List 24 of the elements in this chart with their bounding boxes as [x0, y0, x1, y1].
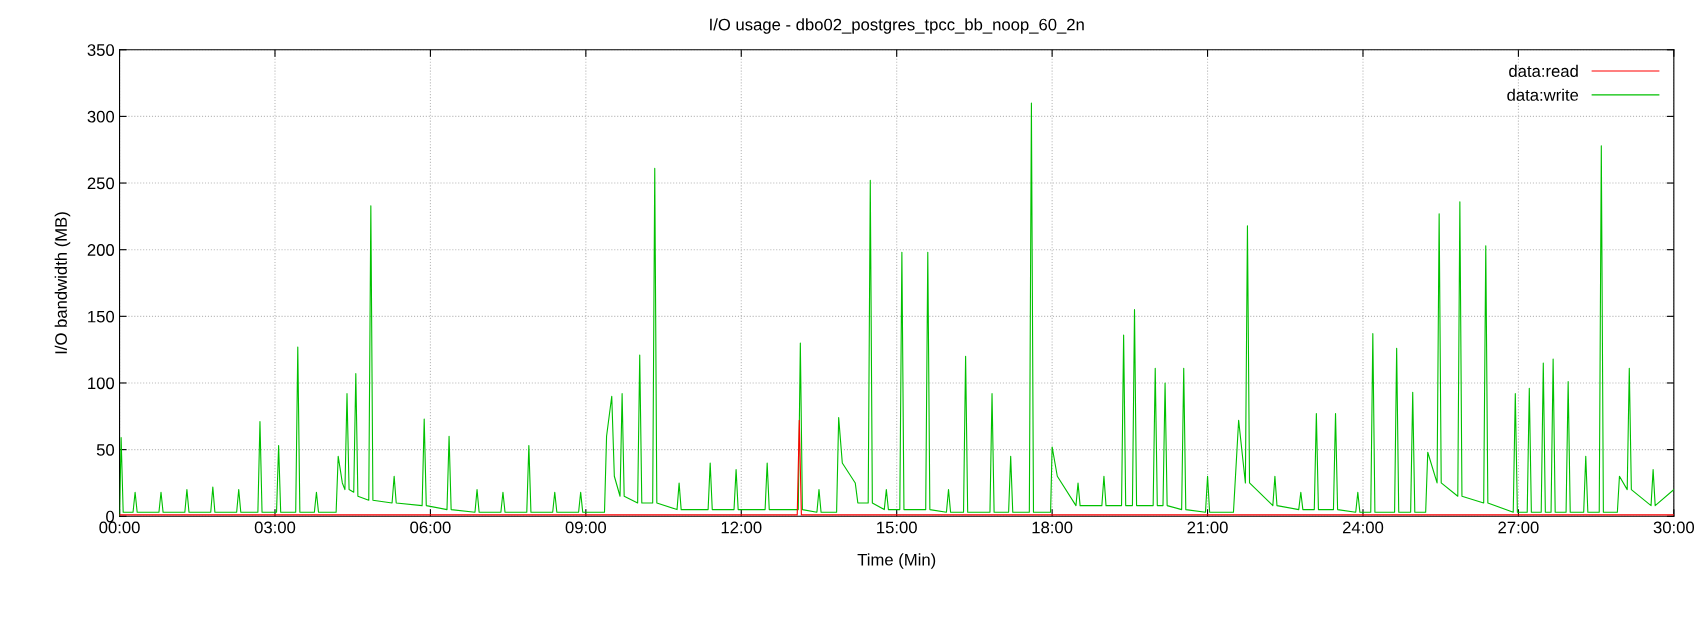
chart-title: I/O usage - dbo02_postgres_tpcc_bb_noop_60_2n — [710, 18, 1084, 34]
legend-label: data:write — [1507, 88, 1579, 101]
y-tick-label: 350 — [87, 44, 115, 56]
x-axis-title: Time (Min) — [857, 553, 936, 569]
x-tick-label: 27:00 — [1498, 521, 1539, 534]
x-tick-label: 03:00 — [254, 521, 296, 534]
y-tick-label: 250 — [87, 177, 115, 190]
legend-label: data:read — [1509, 64, 1578, 77]
x-tick-label: 09:00 — [565, 521, 607, 534]
x-tick-label: 12:00 — [721, 521, 762, 534]
y-tick-label: 150 — [88, 310, 115, 323]
y-tick-label: 50 — [96, 444, 115, 456]
y-axis-title: I/O bandwidth (MB) — [54, 212, 71, 354]
y-tick-label: 100 — [88, 377, 115, 390]
x-tick-label: 24:00 — [1342, 521, 1384, 534]
x-tick-label: 21:00 — [1187, 521, 1228, 534]
y-tick-label: 300 — [87, 110, 115, 123]
y-tick-label: 0 — [106, 510, 115, 523]
x-tick-label: 15:00 — [877, 521, 917, 534]
x-tick-label: 18:00 — [1032, 521, 1073, 534]
x-tick-label: 00:00 — [99, 521, 140, 534]
x-tick-label: 30:00 — [1653, 521, 1695, 534]
x-tick-label: 06:00 — [410, 521, 451, 534]
y-tick-label: 200 — [87, 244, 115, 256]
